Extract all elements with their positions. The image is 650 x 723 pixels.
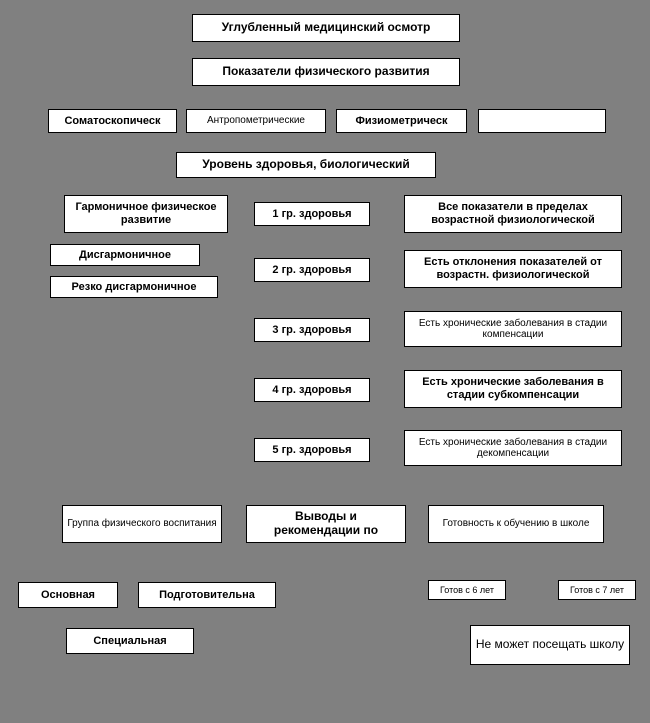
node-g4: 4 гр. здоровья	[254, 378, 370, 402]
node-title: Углубленный медицинский осмотр	[192, 14, 460, 42]
node-dishar: Дисгармоничное	[50, 244, 200, 266]
node-main: Основная	[18, 582, 118, 608]
node-blank	[478, 109, 606, 133]
node-g1: 1 гр. здоровья	[254, 202, 370, 226]
node-indicators: Показатели физического развития	[192, 58, 460, 86]
node-special: Специальная	[66, 628, 194, 654]
node-sharpdis: Резко дисгармоничное	[50, 276, 218, 298]
node-readiness: Готовность к обучению в школе	[428, 505, 604, 543]
node-prep: Подготовительна	[138, 582, 276, 608]
node-somato: Соматоскопическ	[48, 109, 177, 133]
node-harm: Гармоничное физическое развитие	[64, 195, 228, 233]
node-cannot: Не может посещать школу	[470, 625, 630, 665]
node-g3: 3 гр. здоровья	[254, 318, 370, 342]
node-d3: Есть хронические заболевания в стадии ко…	[404, 311, 622, 347]
node-anthro: Антропометрические	[186, 109, 326, 133]
node-d5: Есть хронические заболевания в стадии де…	[404, 430, 622, 466]
node-physio: Физиометрическ	[336, 109, 467, 133]
node-d4: Есть хронические заболевания в стадии су…	[404, 370, 622, 408]
node-conclusions: Выводы и рекомендации по	[246, 505, 406, 543]
node-ready7: Готов с 7 лет	[558, 580, 636, 600]
node-level: Уровень здоровья, биологический	[176, 152, 436, 178]
node-g2: 2 гр. здоровья	[254, 258, 370, 282]
node-physgroup: Группа физического воспитания	[62, 505, 222, 543]
node-g5: 5 гр. здоровья	[254, 438, 370, 462]
node-ready6: Готов с 6 лет	[428, 580, 506, 600]
node-d1: Все показатели в пределах возрастной физ…	[404, 195, 622, 233]
node-d2: Есть отклонения показателей от возрастн.…	[404, 250, 622, 288]
